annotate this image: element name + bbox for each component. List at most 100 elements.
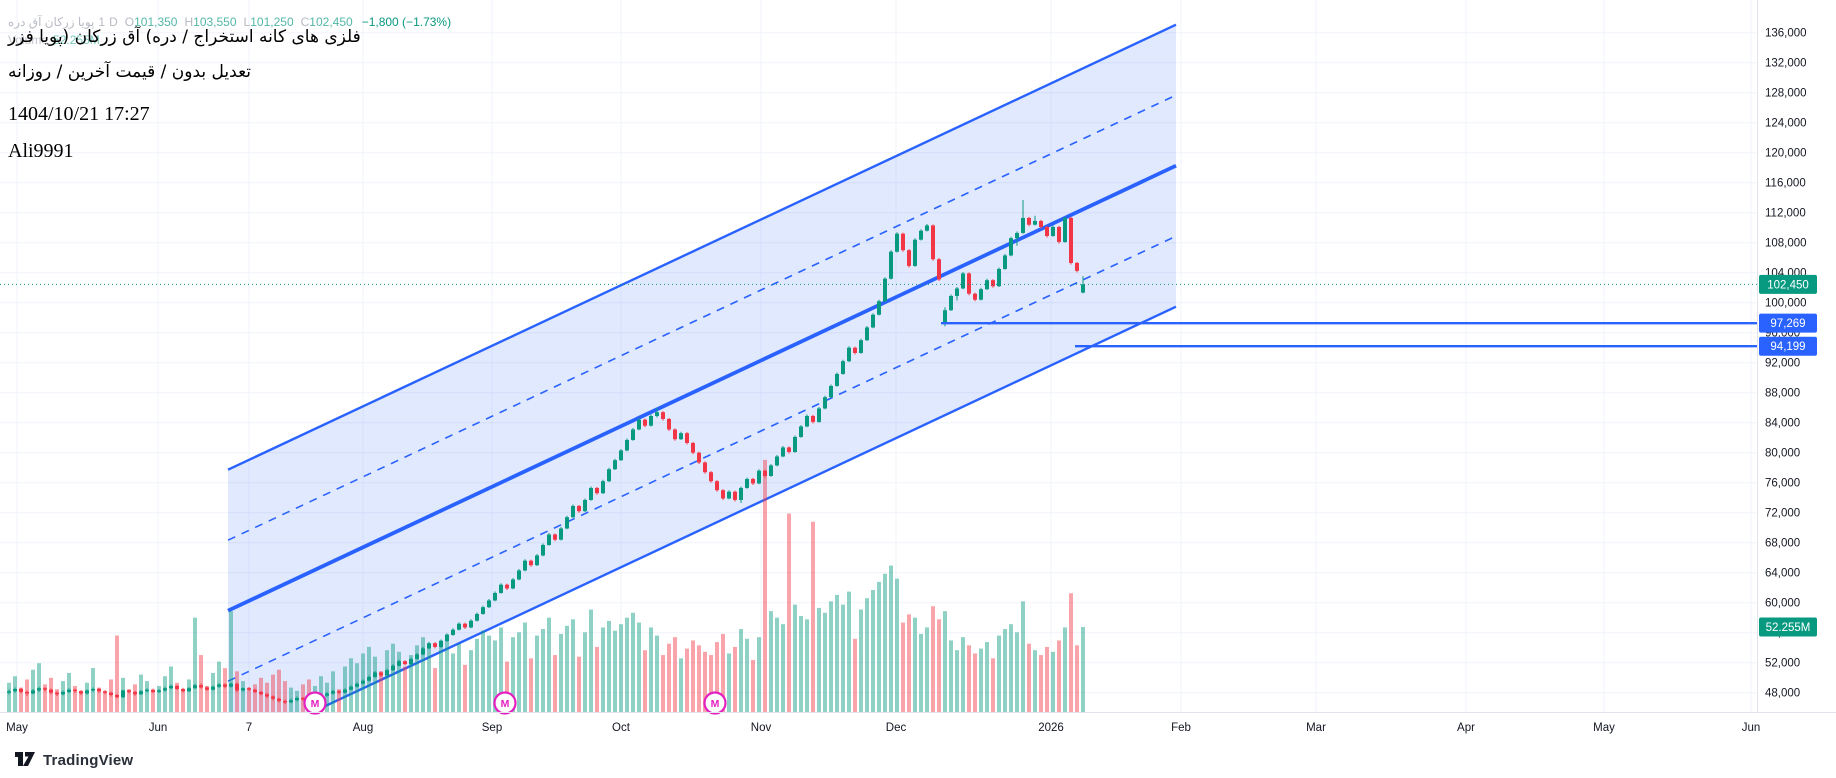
volume-bar bbox=[427, 648, 431, 712]
volume-bar bbox=[463, 664, 467, 712]
chart-pane[interactable] bbox=[0, 23, 1757, 752]
candle-body bbox=[505, 584, 509, 589]
candle-body bbox=[1009, 238, 1013, 256]
candle-body bbox=[547, 534, 551, 545]
candle-body bbox=[517, 570, 521, 580]
volume-bar bbox=[739, 629, 743, 712]
volume-bar bbox=[73, 685, 77, 712]
volume-bar bbox=[895, 578, 899, 712]
volume-bar bbox=[679, 658, 683, 712]
channel-center-line bbox=[227, 163, 1177, 613]
candle-body bbox=[835, 373, 839, 386]
candle-body bbox=[973, 293, 977, 300]
volume-axis-label: 52.255M bbox=[1759, 617, 1817, 637]
candle-body bbox=[139, 691, 143, 695]
candle-body bbox=[157, 690, 161, 692]
candle-body bbox=[703, 462, 707, 473]
volume-bar bbox=[601, 627, 605, 712]
candle-body bbox=[667, 418, 671, 430]
volume-bar bbox=[409, 655, 413, 712]
volume-bar bbox=[79, 690, 83, 712]
volume-bar bbox=[349, 658, 353, 712]
candle-body bbox=[937, 259, 941, 280]
candle-body bbox=[1045, 226, 1049, 236]
volume-bar bbox=[469, 650, 473, 712]
open-value: 101,350 bbox=[134, 15, 178, 29]
candle-body bbox=[301, 697, 305, 700]
volume-bar bbox=[733, 646, 737, 712]
candle-body bbox=[1081, 284, 1085, 293]
candle-body bbox=[229, 683, 233, 687]
volume-bar bbox=[943, 611, 947, 712]
time-tick-label: Aug bbox=[353, 722, 373, 734]
candle-body bbox=[1015, 232, 1019, 239]
volume-bar bbox=[43, 684, 47, 712]
volume-bar bbox=[1069, 593, 1073, 712]
volume-bar bbox=[517, 632, 521, 712]
time-tick-label: Apr bbox=[1457, 722, 1475, 734]
candle-body bbox=[805, 415, 809, 427]
candle-body bbox=[871, 314, 875, 328]
time-tick-label: Mar bbox=[1306, 722, 1326, 734]
volume-bar bbox=[175, 682, 179, 712]
tradingview-attribution[interactable]: TradingView bbox=[14, 750, 133, 770]
symbol-legend[interactable]: پویا زرکان آق دره 1 D O101,350 H103,550 L101,… bbox=[8, 15, 451, 29]
volume-bar bbox=[871, 590, 875, 712]
volume-bar bbox=[559, 633, 563, 712]
candle-body bbox=[415, 654, 419, 659]
volume-bar bbox=[391, 643, 395, 712]
candle-body bbox=[445, 634, 449, 641]
candle-body bbox=[631, 429, 635, 440]
time-tick-label: 2026 bbox=[1038, 722, 1064, 734]
candle-body bbox=[529, 560, 533, 566]
price-tick-label: 72,000 bbox=[1765, 508, 1800, 520]
candle-body bbox=[559, 528, 563, 540]
candle-body bbox=[97, 688, 101, 692]
event-marker-circle[interactable] bbox=[493, 691, 517, 715]
volume-bar bbox=[1033, 650, 1037, 712]
interval-label[interactable]: 1 bbox=[98, 15, 106, 29]
volume-bar bbox=[193, 617, 197, 712]
volume-bar bbox=[763, 459, 767, 712]
candle-body bbox=[991, 280, 995, 287]
candle-body bbox=[91, 688, 95, 691]
volume-bar bbox=[541, 629, 545, 712]
volume-bar bbox=[1027, 643, 1031, 712]
volume-bar bbox=[1021, 601, 1025, 712]
volume-bar bbox=[751, 659, 755, 712]
high-key: H bbox=[184, 15, 194, 29]
volume-bar bbox=[247, 687, 251, 712]
symbol-name[interactable]: پویا زرکان آق دره bbox=[8, 15, 95, 29]
candle-body bbox=[487, 600, 491, 608]
volume-bar bbox=[421, 637, 425, 712]
time-axis[interactable]: May Jun 7 Aug Sep Oct Nov Dec 2026 Feb Mar Apr May Ju… bbox=[6, 722, 1760, 734]
timeframe-label[interactable]: D bbox=[109, 15, 118, 29]
volume-bar bbox=[1039, 655, 1043, 712]
volume-bar bbox=[925, 627, 929, 712]
volume-bar bbox=[799, 616, 803, 712]
price-axis[interactable]: 48,00052,00056,00060,00064,00068,00072,0… bbox=[1765, 28, 1807, 700]
volume-bar bbox=[85, 682, 89, 712]
volume-bar bbox=[571, 619, 575, 712]
candle-body bbox=[553, 534, 557, 540]
volume-legend[interactable]: Volume 52.255M bbox=[8, 33, 100, 47]
volume-bar bbox=[283, 681, 287, 712]
candle-body bbox=[643, 419, 647, 426]
volume-bar bbox=[637, 622, 641, 712]
candle-body bbox=[367, 676, 371, 681]
volume-bar bbox=[685, 648, 689, 712]
volume-bar bbox=[49, 677, 53, 712]
candle-body bbox=[235, 683, 239, 691]
volume-bar bbox=[61, 681, 65, 712]
event-marker-circle[interactable] bbox=[703, 691, 727, 715]
volume-bar bbox=[25, 679, 29, 712]
candle-body bbox=[931, 225, 935, 260]
regression-channel[interactable] bbox=[227, 23, 1177, 752]
candle-body bbox=[523, 560, 527, 571]
channel-lower-line bbox=[309, 305, 1177, 712]
candle-body bbox=[397, 661, 401, 666]
event-marker-circle[interactable] bbox=[303, 691, 327, 715]
